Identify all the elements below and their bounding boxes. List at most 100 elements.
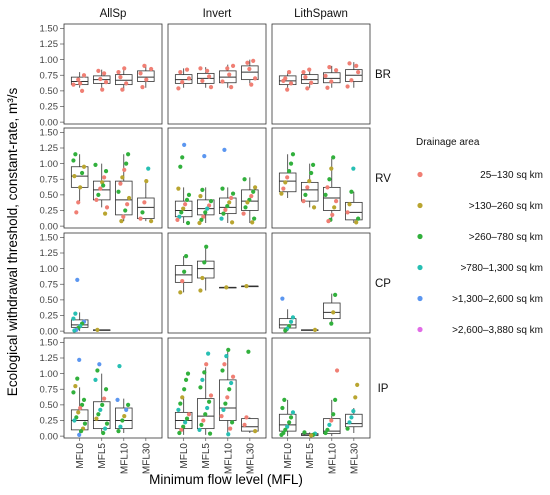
data-point [79, 170, 85, 176]
data-point [229, 85, 234, 90]
data-point [176, 407, 181, 412]
box-mfl10 [323, 368, 341, 437]
data-point [75, 376, 80, 381]
box-mfl5 [300, 162, 319, 210]
data-point [71, 316, 76, 321]
data-point [302, 430, 307, 435]
y-tick-label: 0.75 [40, 174, 59, 185]
data-point [125, 202, 130, 207]
y-tick-label: 1.00 [40, 55, 59, 66]
legend-swatch [417, 233, 423, 240]
data-point [124, 161, 129, 166]
data-point [198, 385, 203, 390]
data-point [76, 410, 81, 415]
data-point [178, 70, 183, 75]
y-tick-label: 0.00 [40, 431, 59, 442]
box-mfl10 [323, 65, 341, 90]
data-point [180, 155, 185, 160]
data-point [281, 186, 286, 191]
data-point [123, 208, 128, 213]
data-point [200, 275, 205, 281]
box-mfl30 [345, 61, 363, 89]
data-point [222, 362, 227, 367]
data-point [203, 412, 208, 417]
y-tick-label: 1.50 [40, 338, 59, 349]
data-point [279, 432, 284, 437]
data-point [349, 189, 354, 194]
data-point [281, 78, 286, 83]
box-iqr [323, 302, 341, 320]
data-point [118, 181, 123, 186]
box-mfl0 [278, 70, 297, 92]
y-tick-label: 1.50 [40, 128, 59, 139]
box-mfl0 [174, 371, 193, 436]
y-tick-label: 0.25 [40, 416, 59, 427]
data-point [102, 426, 108, 431]
box-mfl0 [70, 72, 89, 93]
box-mfl5 [93, 162, 111, 216]
data-point [73, 152, 78, 157]
data-point [120, 87, 125, 92]
data-point [78, 185, 83, 190]
data-point [197, 427, 202, 432]
data-point [224, 285, 229, 290]
y-tick-label: 0.00 [40, 117, 59, 128]
box-iqr [300, 181, 319, 202]
data-point [287, 420, 292, 425]
data-point [178, 290, 183, 295]
data-point [356, 70, 361, 75]
facet-row-label: RV [375, 173, 391, 185]
data-point [283, 328, 288, 333]
data-point [223, 401, 228, 406]
legend: Drainage area 25–130 sq km >130–260 sq km >… [416, 137, 543, 336]
data-point [247, 66, 252, 72]
data-point [140, 210, 145, 215]
data-point [203, 210, 208, 215]
panel-ip-allsp [63, 337, 163, 439]
data-point [81, 73, 87, 78]
legend-item-label: >130–260 sq km [469, 201, 543, 212]
data-point [115, 397, 120, 402]
box-mfl0 [174, 142, 193, 226]
data-point [252, 216, 257, 221]
data-point [175, 217, 180, 222]
facet-col-label: LithSpawn [294, 8, 348, 20]
data-point [93, 377, 98, 382]
y-tick-label: 0.75 [40, 70, 59, 81]
data-point [149, 66, 154, 72]
data-point [119, 219, 124, 224]
data-point [116, 429, 121, 434]
data-point [182, 269, 187, 274]
data-point [331, 412, 336, 417]
data-point [96, 68, 101, 73]
y-tick-label: 0.00 [40, 326, 59, 337]
panel-br-lithspawn [271, 23, 371, 125]
data-point [146, 166, 151, 171]
data-point [102, 71, 107, 76]
data-point [149, 219, 154, 224]
data-point [245, 60, 250, 65]
data-point [122, 167, 127, 172]
data-point [200, 187, 205, 192]
box-iqr [115, 74, 133, 86]
data-point [73, 311, 78, 316]
data-point [230, 420, 235, 425]
data-point [104, 421, 110, 426]
y-tick-label: 1.50 [40, 24, 59, 35]
data-point [74, 415, 79, 420]
data-point [305, 86, 310, 91]
y-tick-label: 0.50 [40, 295, 59, 306]
data-point [251, 189, 256, 194]
box-mfl10 [219, 285, 237, 290]
data-point [177, 430, 182, 436]
data-point [186, 192, 192, 197]
data-point [229, 380, 234, 386]
y-tick-label: 0.75 [40, 279, 59, 290]
data-point [222, 147, 227, 152]
legend-item-label: >1,300–2,600 sq km [452, 294, 543, 305]
box-iqr [278, 75, 297, 86]
data-point [118, 424, 123, 429]
y-tick-label: 0.50 [40, 190, 59, 201]
data-point [72, 418, 77, 423]
data-point [142, 200, 147, 205]
